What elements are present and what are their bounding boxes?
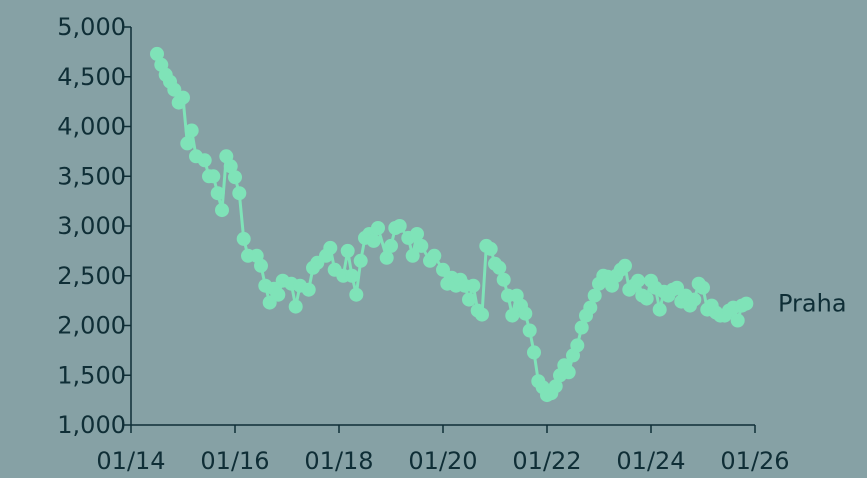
x-tick-label: 01/14 [96,447,165,475]
data-point [392,219,407,233]
x-tick-label: 01/18 [304,447,373,475]
data-point [696,280,710,295]
data-point [574,320,589,335]
data-point [527,345,541,360]
y-tick-label: 4,000 [57,113,126,141]
data-point [475,307,489,322]
data-point [223,159,238,174]
data-point [323,240,338,255]
y-tick-label: 3,000 [57,212,126,240]
data-point [570,338,585,353]
data-point [353,253,368,268]
data-point [466,278,481,293]
data-point [561,365,576,380]
y-tick-label: 1,500 [57,361,126,389]
axes [124,26,756,433]
data-point [366,233,381,248]
data-point [505,308,520,323]
data-point [206,169,221,184]
y-tick-label: 2,000 [57,312,126,340]
data-point [639,291,654,306]
series-layer [150,46,754,403]
data-point [414,238,429,253]
data-point [427,248,442,263]
x-tick-label: 01/22 [512,447,581,475]
data-point [254,258,268,273]
data-point [176,90,190,105]
data-point [349,287,364,302]
data-point [405,248,420,263]
y-tick-label: 5,000 [57,13,126,41]
data-point [739,296,754,311]
data-point [548,379,563,394]
series-line-praha [155,53,747,397]
data-point [301,282,316,297]
data-point [583,300,598,315]
y-tick-label: 1,000 [57,411,126,439]
data-point [340,243,355,258]
data-point [462,292,476,307]
data-point [210,186,225,201]
data-point [522,323,537,338]
data-point [371,221,385,235]
labels: 1,000 1,500 2,000 2,500 3,000 3,500 4,000 4,500… [57,13,846,475]
data-point [379,250,394,265]
data-point [228,170,242,185]
data-point [197,153,212,168]
x-tick-label: 01/20 [408,447,477,475]
x-tick-label: 01/26 [720,447,789,475]
data-point [271,287,286,302]
y-tick-label: 2,500 [57,262,126,290]
data-point [180,136,195,151]
x-tick-label: 01/24 [616,447,685,475]
data-point [410,227,424,241]
data-point [232,186,247,201]
y-tick-label: 3,500 [57,162,126,190]
data-point [652,302,667,317]
data-point [236,231,251,246]
data-point [496,272,511,287]
data-point [384,238,398,253]
series-label: Praha [778,290,847,318]
data-point [518,306,533,321]
data-point [483,241,498,256]
data-point [150,46,164,61]
x-tick-label: 01/16 [200,447,269,475]
data-point [288,299,303,314]
data-point [631,273,645,288]
data-point [345,268,359,283]
data-point [618,258,632,273]
data-point [587,288,602,303]
data-point [687,292,702,307]
data-point [215,203,229,218]
data-point [184,123,199,138]
data-point [492,260,507,275]
data-point [730,313,745,328]
y-tick-label: 4,500 [57,63,126,91]
